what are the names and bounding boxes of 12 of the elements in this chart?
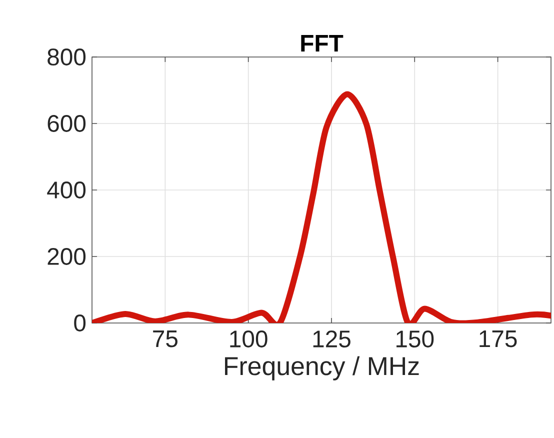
x-tick-label: 175 [480,330,517,348]
y-tick-label: 200 [48,248,86,265]
x-tick-label: 125 [313,330,350,348]
x-tick-label: 75 [153,330,178,348]
y-tick-label: 800 [48,48,86,66]
chart-title: FFT [301,35,344,52]
y-tick-label: 600 [48,115,86,132]
x-tick-label: 100 [230,330,268,348]
y-tick-label: 400 [47,182,86,198]
x-axis-title: Frequency / MHz [225,356,419,380]
y-tick-label: 0 [74,314,86,332]
x-tick-label: 150 [396,330,434,348]
